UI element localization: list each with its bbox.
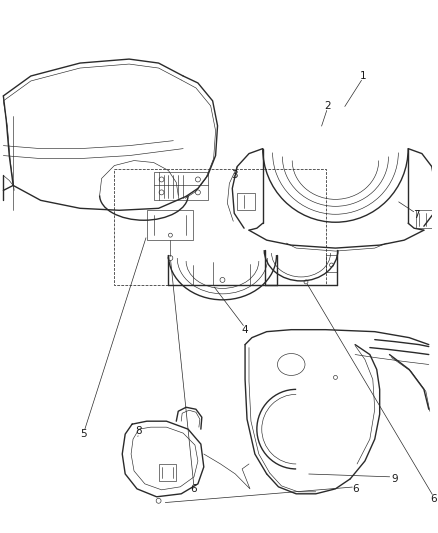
Text: 2: 2 — [324, 101, 331, 111]
Text: 9: 9 — [391, 474, 398, 484]
Text: 1: 1 — [360, 71, 366, 81]
Text: 7: 7 — [413, 210, 419, 220]
Text: 6: 6 — [352, 484, 358, 494]
Text: 8: 8 — [136, 426, 142, 436]
Text: 6: 6 — [191, 484, 197, 494]
Text: 5: 5 — [81, 429, 87, 439]
Text: 3: 3 — [231, 171, 237, 181]
Text: 6: 6 — [431, 494, 437, 504]
Text: 4: 4 — [242, 325, 248, 335]
